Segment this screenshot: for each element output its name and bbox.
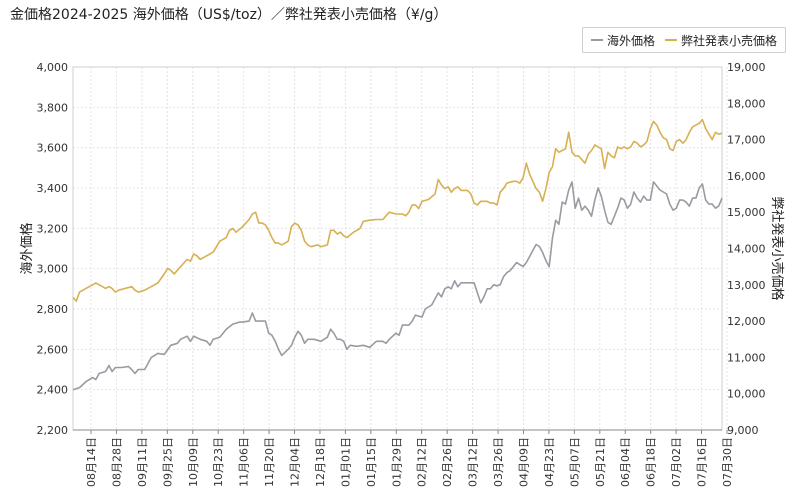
x-tick-label: 01月15日 xyxy=(365,437,378,487)
y-tick-label-left: 3,200 xyxy=(37,222,69,235)
y-tick-label-right: 17,000 xyxy=(727,134,766,147)
x-tick-label: 08月28日 xyxy=(110,437,123,487)
y-tick-label-left: 2,600 xyxy=(37,343,69,356)
legend-label-overseas: 海外価格 xyxy=(606,33,655,48)
x-tick-label: 02月12日 xyxy=(416,437,429,487)
y-tick-label-left: 2,200 xyxy=(37,424,69,437)
y-tick-label-left: 3,000 xyxy=(37,263,69,276)
series-line-retail xyxy=(72,118,723,302)
legend-label-retail: 弊社発表小売価格 xyxy=(680,33,777,48)
x-tick-label: 05月21日 xyxy=(594,437,607,487)
x-tick-label: 01月29日 xyxy=(390,437,403,487)
chart-title: 金価格2024-2025 海外価格（US$/toz）／弊社発表小売価格（¥/g） xyxy=(10,7,448,23)
y-tick-label-left: 3,800 xyxy=(37,101,69,114)
x-tick-label: 07月02日 xyxy=(670,437,683,487)
x-tick-label: 11月20日 xyxy=(263,437,276,487)
x-tick-label: 09月11日 xyxy=(136,437,149,487)
x-tick-label: 02月26日 xyxy=(441,437,454,487)
x-tick-label: 03月26日 xyxy=(492,437,505,487)
y-tick-label-right: 16,000 xyxy=(727,170,766,183)
y-tick-label-right: 19,000 xyxy=(727,61,766,74)
x-tick-label: 08月14日 xyxy=(85,437,98,487)
x-tick-label: 06月04日 xyxy=(619,437,632,487)
y-tick-label-right: 13,000 xyxy=(727,279,766,292)
x-tick-label: 03月12日 xyxy=(467,437,480,487)
plot-area-frame xyxy=(72,66,723,431)
y-tick-label-left: 4,000 xyxy=(37,61,69,74)
y-tick-label-left: 3,600 xyxy=(37,142,69,155)
legend: 海外価格 弊社発表小売価格 xyxy=(581,27,786,53)
y-tick-label-right: 11,000 xyxy=(727,351,766,364)
x-tick-label: 10月09日 xyxy=(187,437,200,487)
legend-swatch-retail xyxy=(664,39,677,41)
y-axis-label-right: 弊社発表小売価格 xyxy=(769,196,785,300)
x-tick-label: 10月23日 xyxy=(212,437,225,487)
x-tick-label: 07月30日 xyxy=(721,437,734,487)
y-axis-label-left: 海外価格 xyxy=(19,222,35,274)
legend-swatch-overseas xyxy=(590,39,603,41)
x-tick-label: 07月16日 xyxy=(696,437,709,487)
y-tick-label-right: 9,000 xyxy=(727,424,759,437)
x-tick-label: 12月04日 xyxy=(289,437,302,487)
x-tick-label: 06月18日 xyxy=(645,437,658,487)
legend-item-overseas[interactable]: 海外価格 xyxy=(590,32,655,49)
y-tick-label-right: 18,000 xyxy=(727,97,766,110)
x-tick-label: 05月07日 xyxy=(568,437,581,487)
x-tick-label: 12月18日 xyxy=(314,437,327,487)
series-line-overseas xyxy=(72,181,723,391)
y-tick-label-left: 2,800 xyxy=(37,303,69,316)
y-tick-label-left: 2,400 xyxy=(37,384,69,397)
x-tick-label: 11月06日 xyxy=(238,437,251,487)
y-tick-label-right: 10,000 xyxy=(727,388,766,401)
x-tick-label: 09月25日 xyxy=(161,437,174,487)
x-tick-label: 01月01日 xyxy=(339,437,352,487)
x-tick-label: 04月23日 xyxy=(543,437,556,487)
y-tick-label-right: 15,000 xyxy=(727,206,766,219)
y-tick-label-left: 3,400 xyxy=(37,182,69,195)
x-tick-label: 04月09日 xyxy=(517,437,530,487)
y-tick-label-right: 14,000 xyxy=(727,243,766,256)
legend-item-retail[interactable]: 弊社発表小売価格 xyxy=(664,32,777,49)
y-tick-label-right: 12,000 xyxy=(727,315,766,328)
